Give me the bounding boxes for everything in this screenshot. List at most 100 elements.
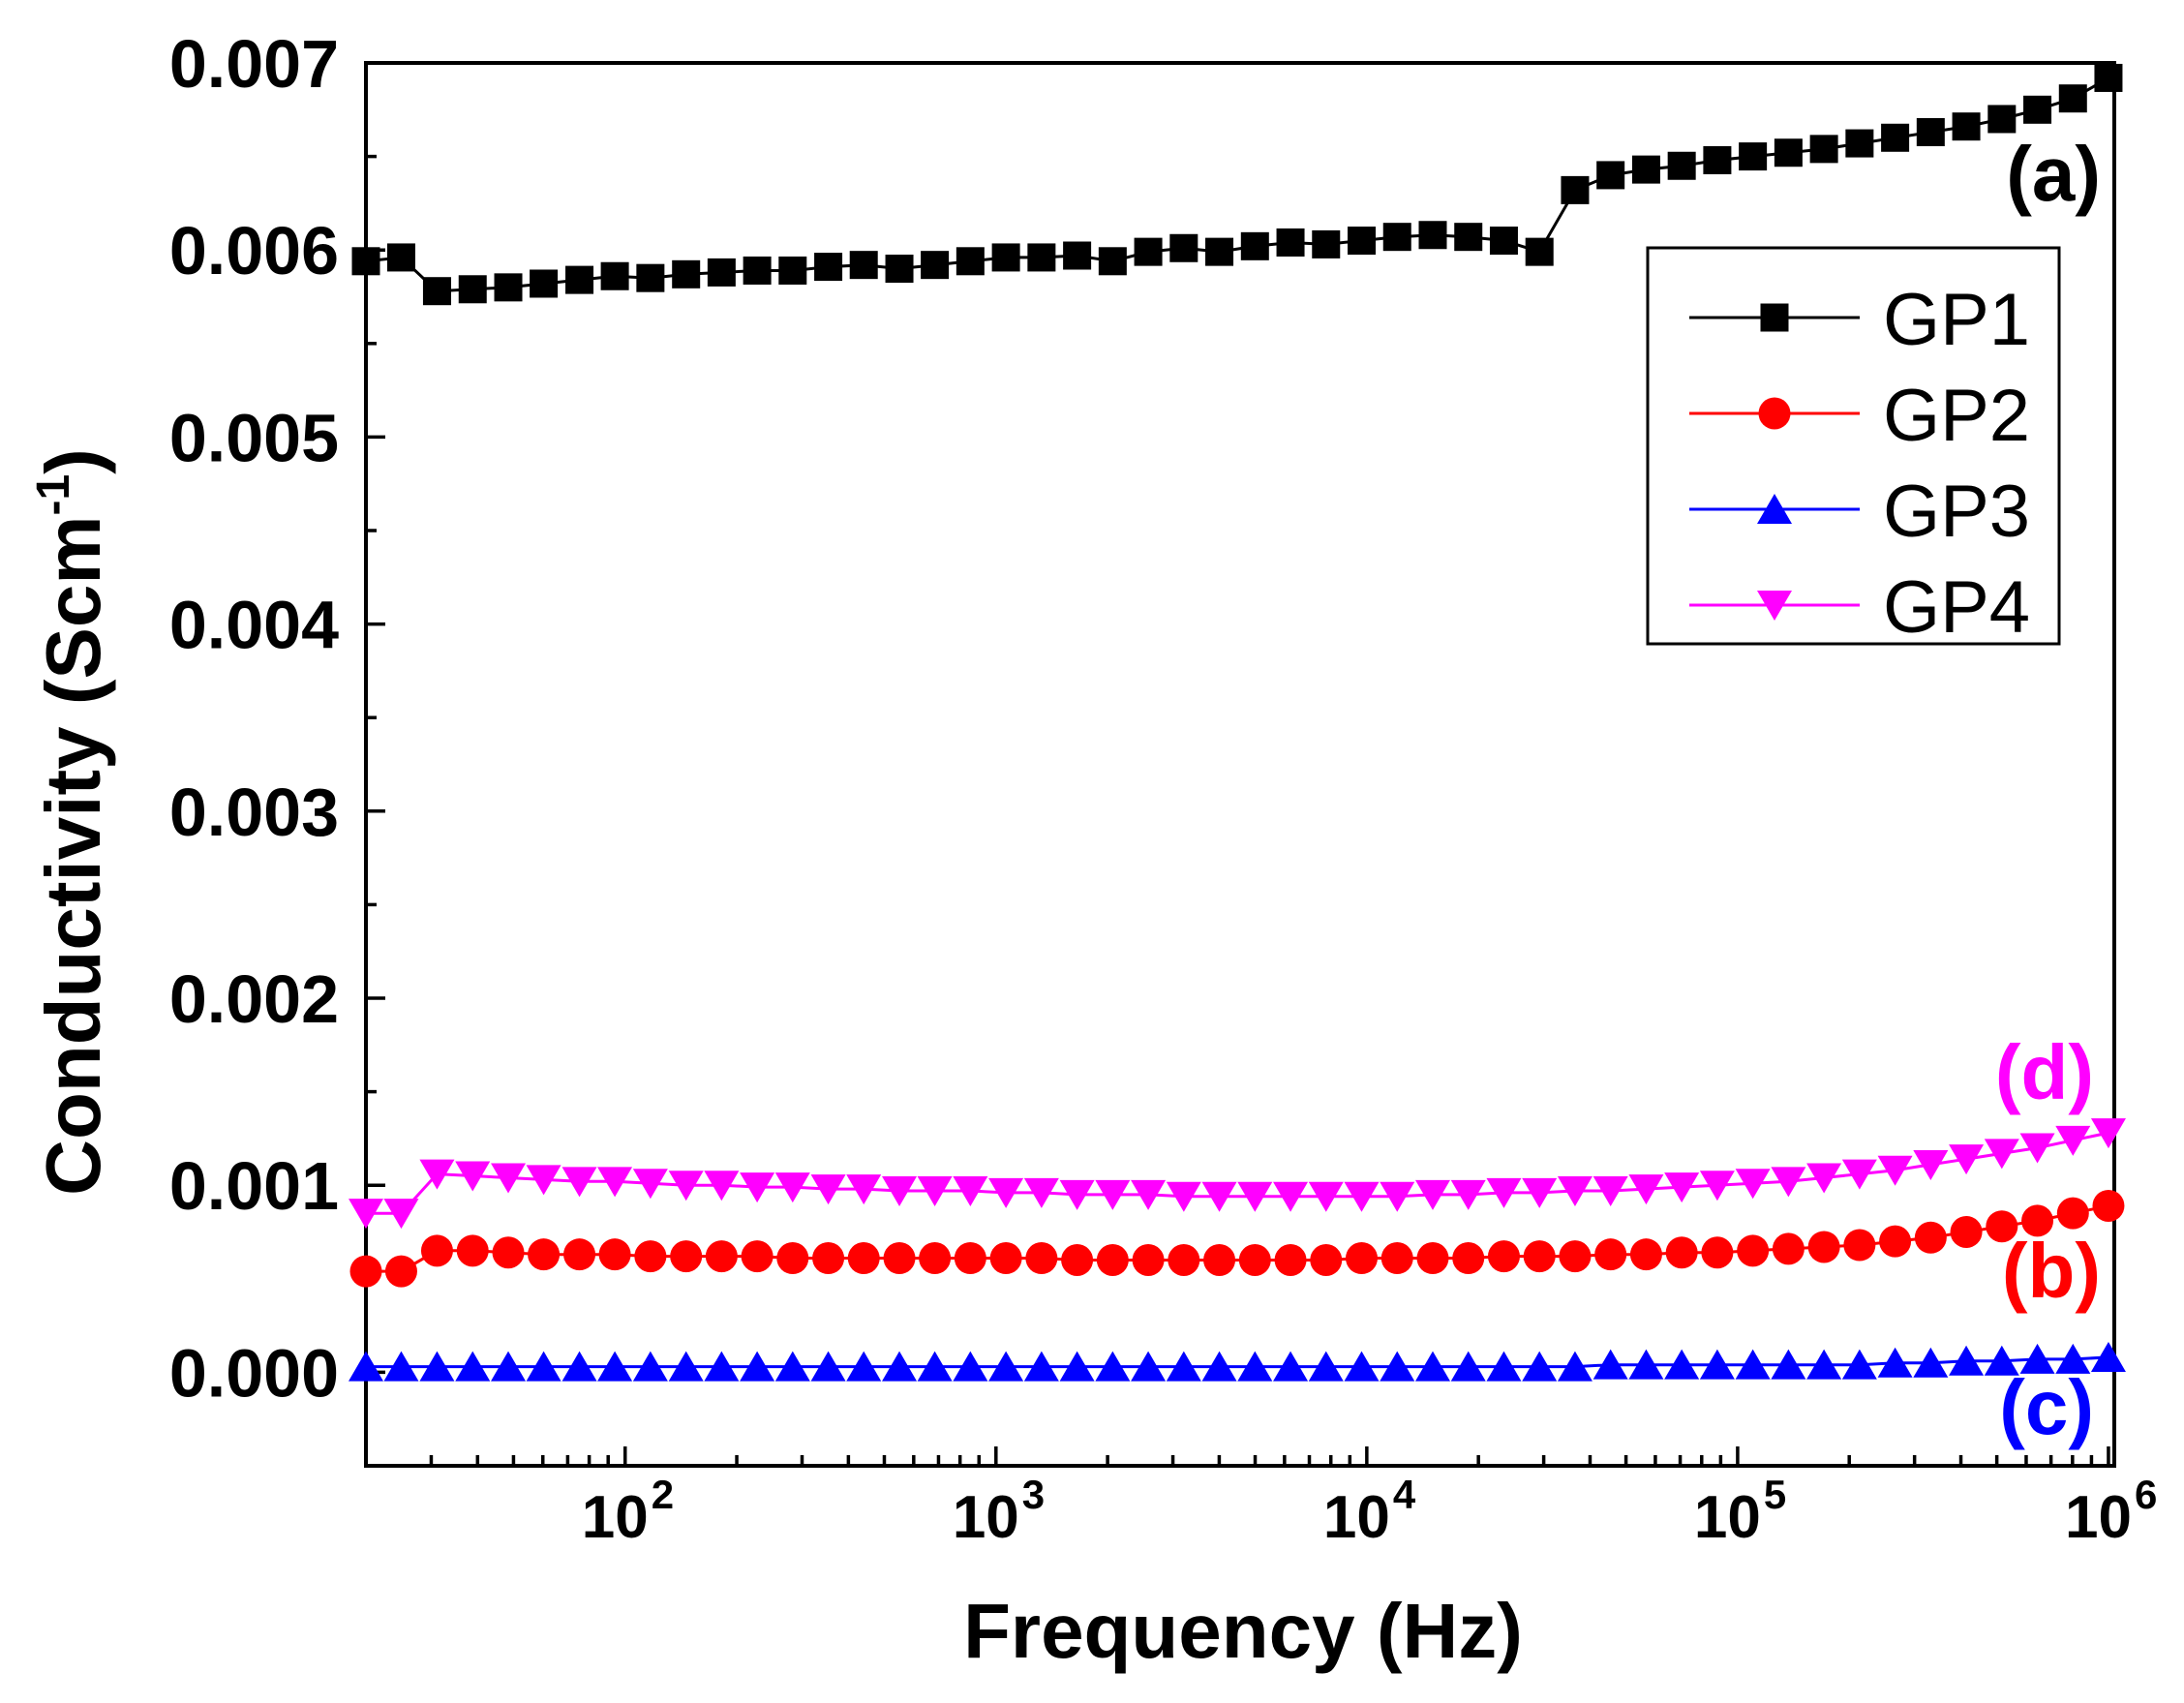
gp4-marker — [1806, 1163, 1842, 1194]
y-tick-label: 0.007 — [169, 26, 339, 102]
x-tick-label-exponent: 5 — [1764, 1472, 1786, 1517]
legend: GP1 GP2 GP3 GP4 — [1646, 246, 2061, 649]
gp1-marker — [991, 243, 1020, 272]
y-tick-label: 0.001 — [169, 1148, 339, 1224]
x-tick-label-base: 10 — [1694, 1484, 1761, 1551]
gp1-marker — [778, 256, 807, 285]
y-axis-title-superscript: -1 — [28, 474, 79, 516]
gp1-marker — [1063, 241, 1092, 270]
gp2-marker — [1914, 1221, 1947, 1254]
gp3-marker — [988, 1351, 1024, 1382]
gp4-marker — [1735, 1169, 1771, 1200]
gp3-marker — [1628, 1349, 1664, 1380]
gp4-marker — [1344, 1181, 1380, 1212]
gp2-marker — [919, 1242, 952, 1275]
gp1-marker — [1205, 237, 1234, 266]
legend-marker — [1760, 303, 1789, 332]
gp1-marker — [1489, 227, 1518, 256]
legend-entries: GP1 GP2 GP3 GP4 — [1689, 279, 2030, 649]
gp4-marker — [740, 1172, 775, 1203]
legend-marker — [1757, 494, 1792, 524]
legend-entry-gp4: GP4 — [1689, 566, 2030, 649]
gp2-marker — [1701, 1236, 1734, 1269]
gp2-marker — [349, 1255, 382, 1288]
gp2-marker — [456, 1234, 489, 1267]
annotation-b: (b) — [2002, 1228, 2101, 1314]
gp2-marker — [1737, 1234, 1770, 1267]
x-tick-label-exponent: 2 — [652, 1472, 674, 1517]
gp4-marker — [2055, 1125, 2091, 1156]
y-tick-label: 0.006 — [169, 213, 339, 289]
plot-series — [349, 63, 2126, 1382]
gp3-marker — [704, 1351, 740, 1382]
gp4-marker — [704, 1171, 740, 1201]
gp3-marker — [1414, 1351, 1450, 1382]
gp2-marker — [1559, 1240, 1592, 1273]
x-tick-label-base: 10 — [1323, 1484, 1390, 1551]
gp3-marker — [1273, 1351, 1309, 1382]
y-tick-label: 0.005 — [169, 400, 339, 475]
gp2-marker — [1416, 1242, 1449, 1275]
y-tick-label: 0.004 — [169, 588, 339, 663]
gp3-marker — [1557, 1351, 1592, 1382]
gp1-marker — [1454, 223, 1483, 252]
gp4-marker — [774, 1172, 810, 1203]
gp2-marker — [1879, 1225, 1912, 1258]
gp3-marker — [953, 1351, 988, 1382]
gp2-series — [349, 1189, 2125, 1288]
gp4-marker — [668, 1171, 704, 1201]
x-axis-title: Frequency (Hz) — [963, 1588, 1523, 1674]
gp4-marker — [1131, 1179, 1167, 1210]
gp2-marker — [1665, 1236, 1698, 1269]
gp3-marker — [349, 1351, 383, 1382]
gp2-marker — [1594, 1238, 1627, 1271]
gp4-marker — [1059, 1179, 1095, 1210]
gp2-marker — [705, 1240, 738, 1273]
gp4-marker — [1023, 1177, 1059, 1208]
gp4-marker — [882, 1175, 918, 1206]
gp4-marker — [2090, 1118, 2126, 1149]
gp4-marker — [1486, 1177, 1522, 1208]
gp1-marker — [849, 251, 878, 280]
gp1-marker — [1703, 145, 1732, 174]
gp4-marker — [561, 1167, 597, 1198]
gp1-marker — [2094, 63, 2123, 92]
gp3-marker — [1913, 1347, 1949, 1378]
gp2-marker — [420, 1234, 453, 1267]
gp1-marker — [1809, 135, 1838, 164]
y-tick-label: 0.002 — [169, 961, 339, 1037]
gp1-marker — [1348, 227, 1377, 256]
gp3-marker — [1166, 1351, 1201, 1382]
gp4-marker — [1628, 1174, 1664, 1205]
gp3-marker — [1877, 1347, 1913, 1378]
y-tick-label: 0.000 — [169, 1335, 339, 1411]
gp4-marker — [455, 1161, 491, 1192]
gp2-marker — [1096, 1243, 1129, 1276]
gp4-marker — [1166, 1181, 1201, 1212]
gp3-marker — [632, 1351, 668, 1382]
gp4-marker — [1308, 1181, 1344, 1212]
legend-marker — [1757, 591, 1792, 621]
gp3-marker — [1841, 1349, 1877, 1380]
gp3-marker — [419, 1351, 455, 1382]
gp2-marker — [1986, 1210, 2018, 1243]
x-tick-label-base: 10 — [2065, 1484, 2132, 1551]
gp3-marker — [2090, 1341, 2126, 1372]
gp2-marker — [776, 1242, 809, 1275]
gp3-marker — [1023, 1351, 1059, 1382]
gp1-marker — [2058, 84, 2087, 113]
gp1-marker — [1952, 112, 1981, 141]
gp1-marker — [1845, 129, 1874, 158]
gp3-marker — [1131, 1351, 1167, 1382]
gp2-marker — [1274, 1243, 1307, 1276]
gp3-marker — [1201, 1351, 1237, 1382]
gp1-marker — [1134, 237, 1163, 266]
gp4-marker — [1841, 1159, 1877, 1190]
gp1-marker — [1774, 138, 1803, 167]
gp1-marker — [351, 247, 380, 276]
y-axis-title: Conductivity (Scm-1) — [28, 448, 116, 1196]
legend-entry-gp2: GP2 — [1689, 375, 2030, 457]
gp3-marker — [1344, 1351, 1380, 1382]
x-tick-label-base: 10 — [953, 1484, 1019, 1551]
gp1-marker — [636, 263, 665, 292]
